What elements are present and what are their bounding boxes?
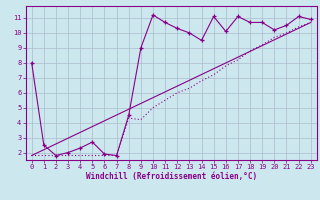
X-axis label: Windchill (Refroidissement éolien,°C): Windchill (Refroidissement éolien,°C) — [86, 172, 257, 181]
